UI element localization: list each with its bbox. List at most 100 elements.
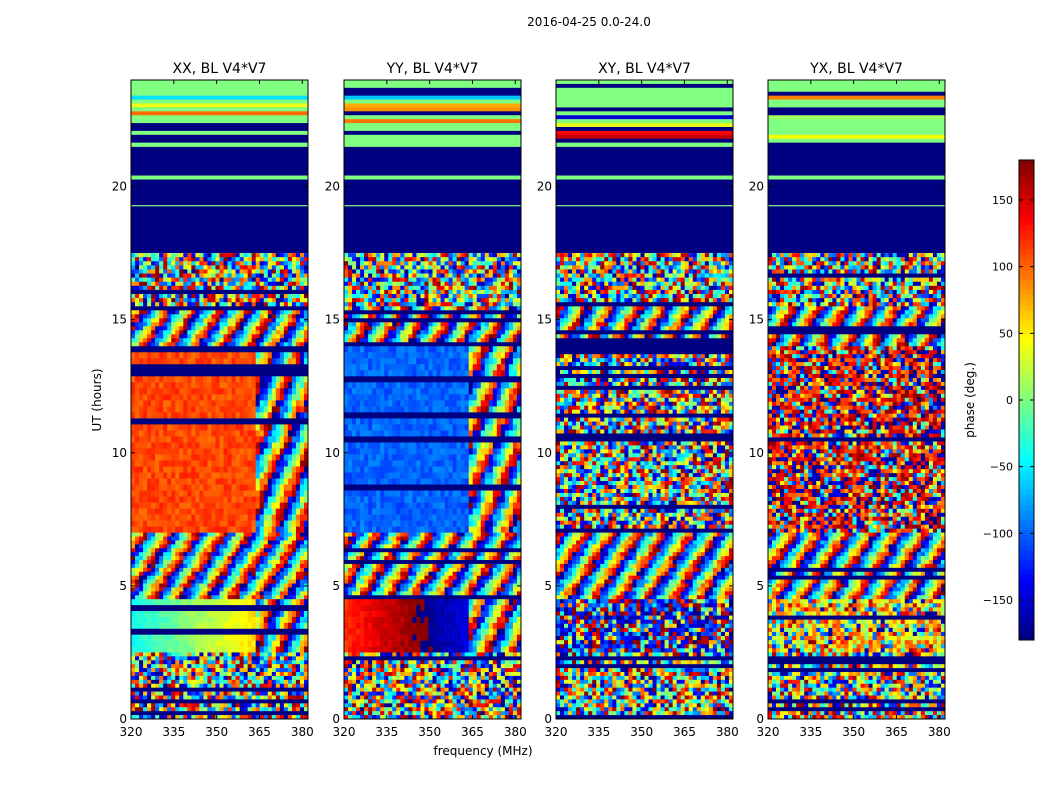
phase-cell	[428, 302, 433, 307]
phase-cell	[348, 338, 353, 343]
phase-cell	[504, 257, 510, 262]
phase-cell	[159, 298, 164, 303]
phase-cell	[179, 616, 184, 624]
phase-cell	[504, 370, 510, 377]
phase-cell	[235, 591, 240, 596]
phase-cell	[259, 338, 265, 343]
phase-cell	[251, 579, 257, 584]
phase-cell	[135, 273, 140, 278]
phase-cell	[155, 310, 160, 315]
phase-cell	[372, 370, 377, 377]
phase-cell	[203, 567, 208, 573]
phase-cell	[239, 382, 244, 389]
phase-cell	[175, 277, 180, 283]
phase-cell	[344, 253, 349, 258]
phase-cell	[303, 552, 308, 557]
phase-row	[131, 91, 308, 96]
phase-cell	[243, 322, 248, 327]
phase-cell	[420, 322, 425, 327]
phase-cell	[147, 672, 152, 677]
phase-cell	[211, 707, 216, 712]
phase-cell	[400, 314, 405, 319]
phase-cell	[195, 294, 200, 299]
phase-cell	[259, 660, 265, 665]
phase-cell	[171, 436, 176, 443]
phase-cell	[147, 514, 152, 521]
phase-cell	[191, 330, 196, 335]
phase-cell	[215, 269, 220, 274]
phase-cell	[207, 424, 212, 431]
phase-cell	[139, 683, 144, 688]
phase-cell	[263, 342, 269, 347]
phase-cell	[275, 616, 281, 624]
phase-cell	[508, 277, 514, 283]
phase-cell	[271, 334, 277, 339]
phase-cell	[167, 563, 172, 569]
phase-cell	[287, 376, 293, 383]
phase-cell	[179, 591, 184, 596]
phase-cell	[167, 675, 172, 681]
phase-cell	[247, 591, 252, 596]
phase-cell	[231, 382, 236, 389]
phase-cell	[235, 294, 240, 299]
phase-cell	[444, 289, 449, 295]
phase-cell	[199, 302, 204, 307]
phase-cell	[436, 289, 441, 295]
phase-cell	[223, 556, 228, 561]
phase-cell	[352, 257, 357, 262]
phase-cell	[303, 634, 308, 641]
phase-cell	[291, 436, 297, 443]
phase-cell	[303, 294, 308, 299]
phase-cell	[380, 285, 385, 291]
phase-cell	[235, 277, 240, 283]
phase-cell	[227, 691, 232, 696]
phase-cell	[492, 277, 498, 283]
phase-cell	[271, 318, 277, 323]
phase-cell	[239, 707, 244, 712]
phase-cell	[388, 322, 393, 327]
phase-cell	[167, 548, 172, 553]
phase-cell	[468, 334, 474, 339]
phase-cell	[295, 334, 301, 339]
phase-cell	[139, 388, 144, 395]
phase-cell	[239, 634, 244, 641]
phase-cell	[227, 298, 232, 303]
phase-cell	[191, 352, 196, 359]
phase-cell	[195, 640, 200, 647]
phase-cell	[191, 640, 196, 647]
phase-cell	[263, 334, 269, 339]
phase-cell	[512, 322, 518, 327]
phase-cell	[227, 314, 232, 319]
phase-cell	[167, 520, 172, 527]
phase-cell	[175, 616, 180, 624]
phase-cell	[303, 394, 308, 401]
phase-cell	[492, 289, 498, 295]
phase-cell	[259, 563, 265, 569]
phase-cell	[444, 364, 449, 371]
phase-cell	[356, 330, 361, 335]
phase-cell	[171, 442, 176, 449]
phase-cell	[259, 675, 265, 681]
phase-cell	[275, 502, 281, 509]
phase-cell	[199, 338, 204, 343]
phase-cell	[255, 314, 261, 319]
phase-cell	[243, 412, 248, 419]
phase-cell	[512, 338, 518, 343]
phase-cell	[235, 490, 240, 497]
phase-cell	[299, 532, 305, 537]
phase-cell	[215, 358, 220, 365]
phase-cell	[364, 261, 369, 266]
phase-cell	[275, 285, 281, 291]
phase-cell	[392, 338, 397, 343]
phase-cell	[239, 400, 244, 407]
phase-cell	[380, 338, 385, 343]
phase-cell	[420, 302, 425, 307]
phase-cell	[187, 660, 192, 665]
phase-cell	[496, 306, 502, 311]
phase-cell	[175, 652, 180, 657]
phase-cell	[167, 634, 172, 641]
phase-cell	[207, 388, 212, 395]
phase-cell	[400, 289, 405, 295]
phase-cell	[303, 579, 308, 584]
phase-cell	[131, 646, 136, 653]
